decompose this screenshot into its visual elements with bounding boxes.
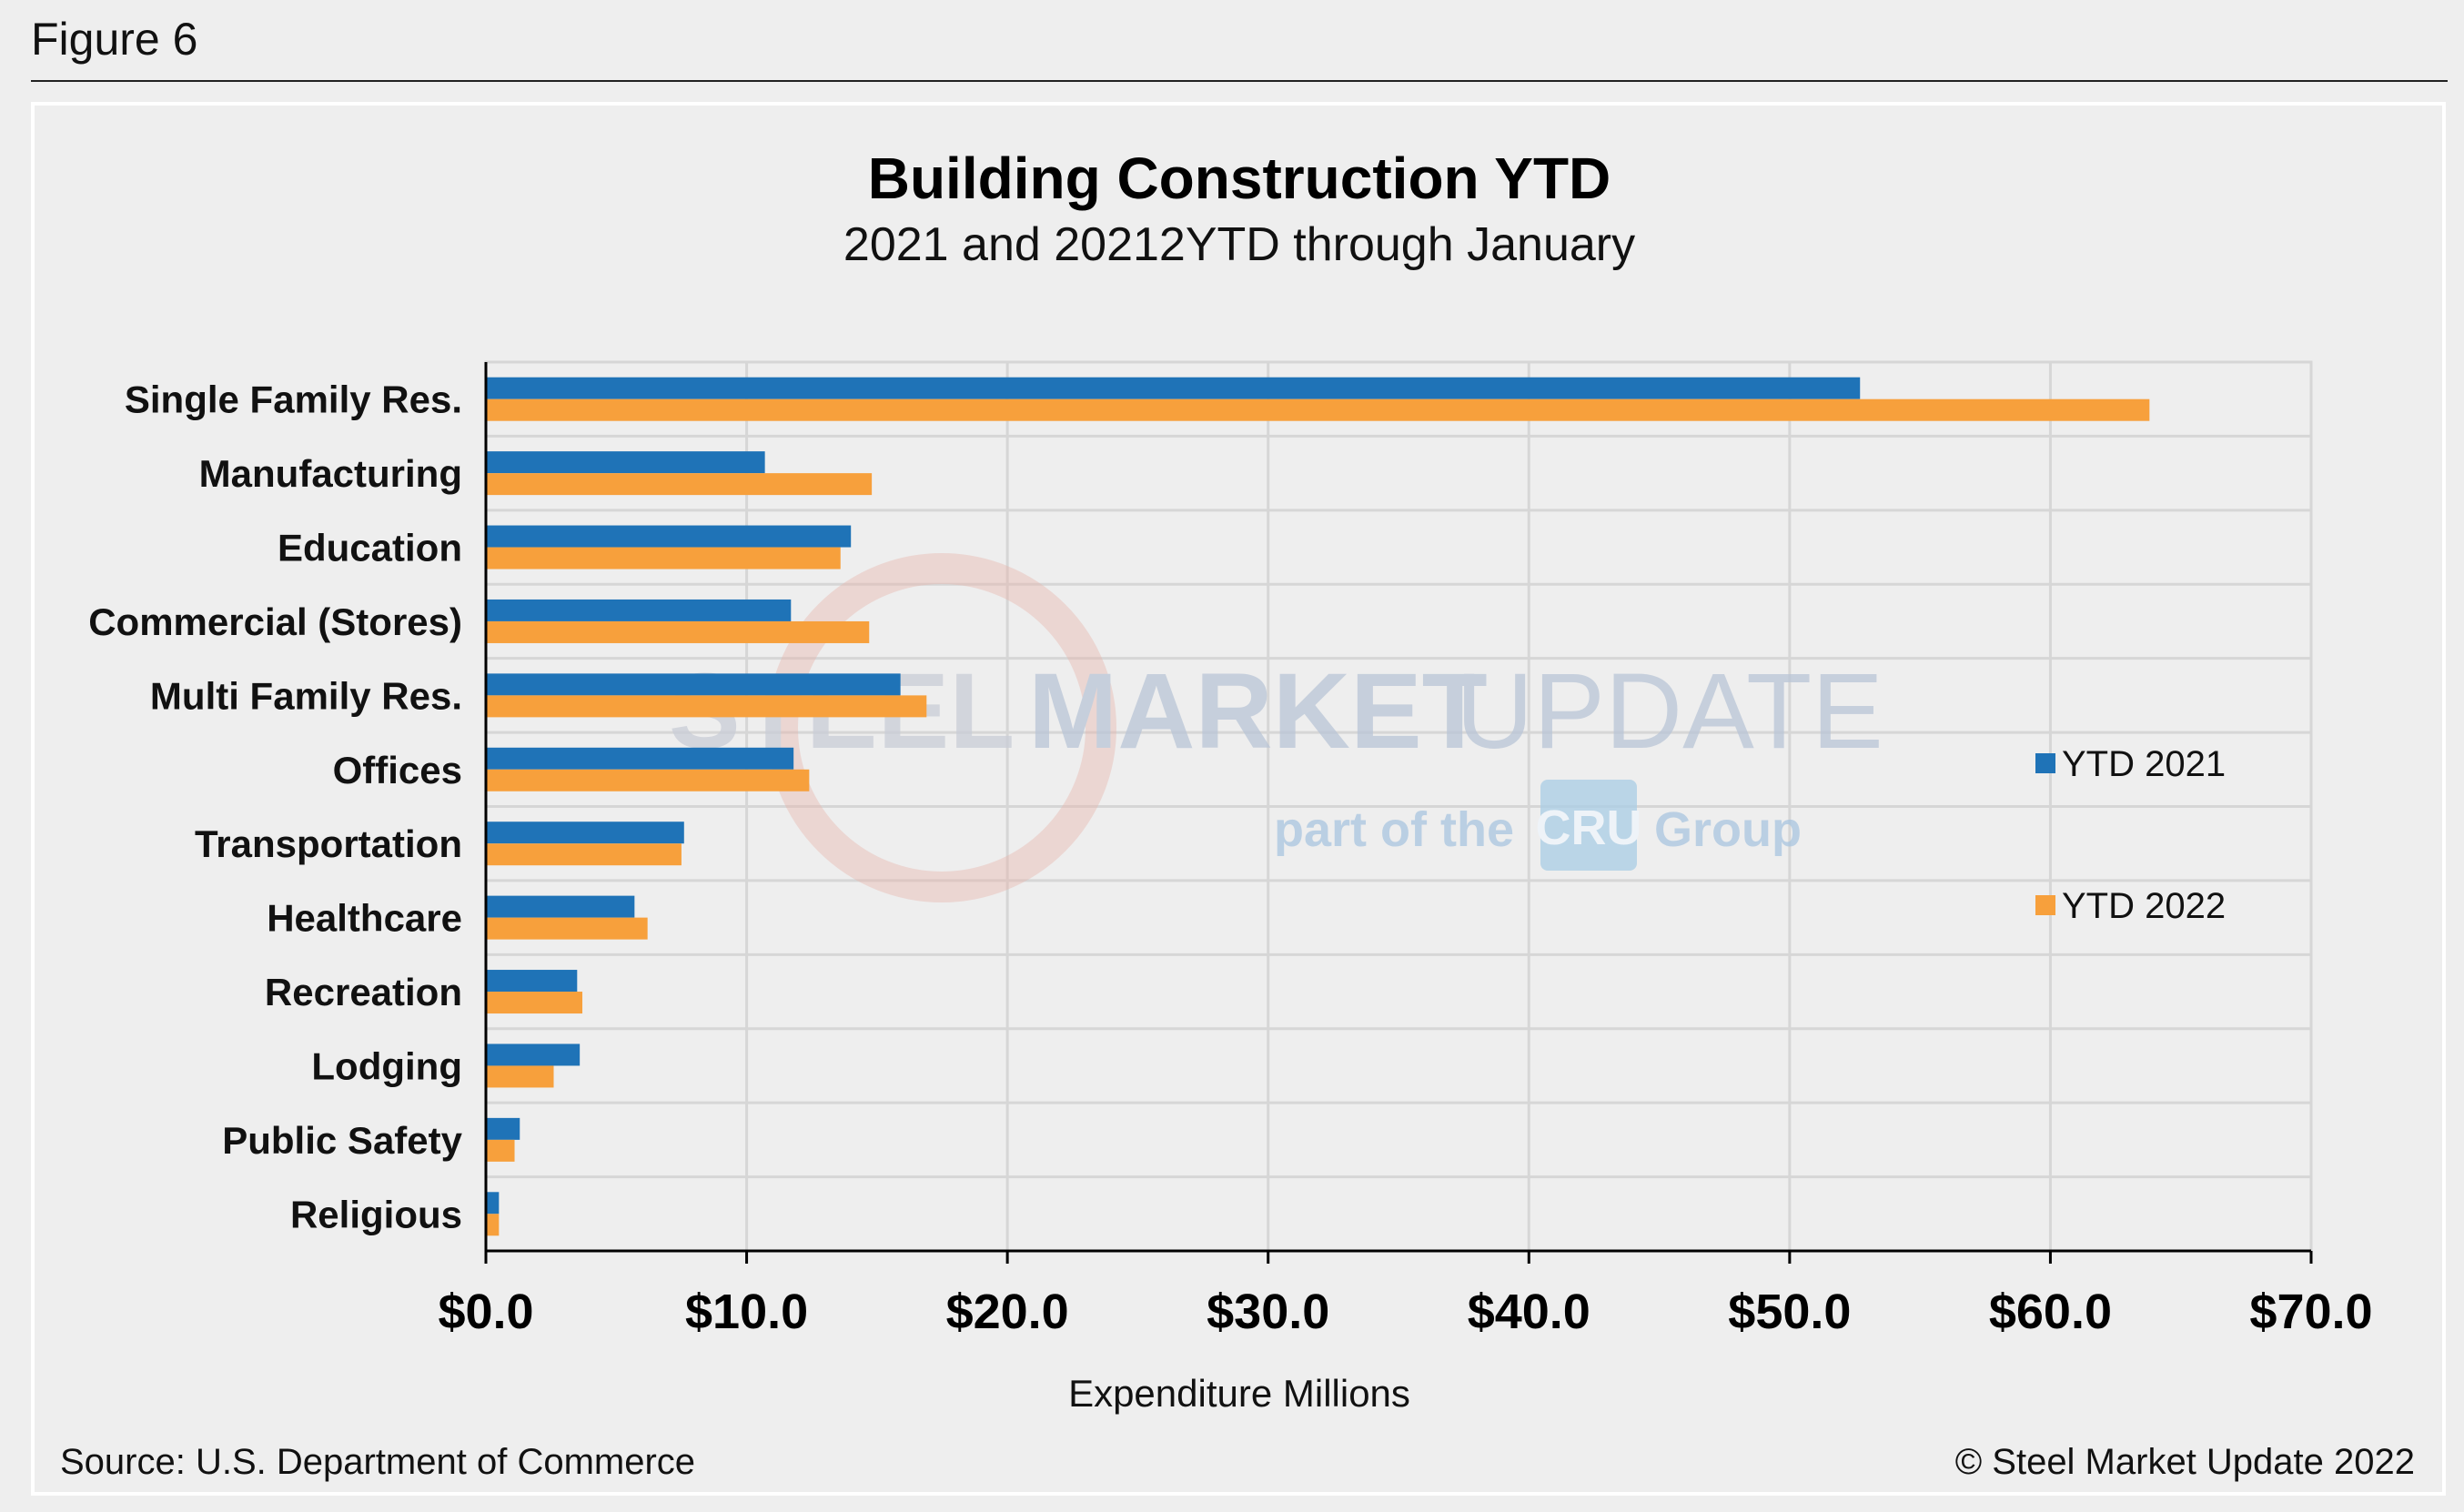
bar-recreation-ytd-2021 [486,970,578,993]
x-tick-label: $70.0 [2249,1285,2372,1339]
watermark-part-of-the: part of the [1274,802,1514,857]
bar-multi-family-res-ytd-2022 [486,695,927,718]
axes-layer [484,362,2313,1264]
bar-commercial-stores-ytd-2021 [486,599,792,621]
bar-healthcare-ytd-2022 [486,917,648,940]
bar-lodging-ytd-2022 [486,1065,554,1088]
category-label: Single Family Res. [125,378,462,421]
chart-subtitle: 2021 and 20212YTD through January [843,218,1635,271]
bar-education-ytd-2022 [486,547,841,570]
category-label: Public Safety [222,1119,462,1162]
bar-transportation-ytd-2022 [486,843,682,866]
category-label: Offices [333,749,462,791]
copyright-note: © Steel Market Update 2022 [1955,1442,2415,1482]
bar-transportation-ytd-2021 [486,822,684,844]
bar-offices-ytd-2022 [486,769,810,791]
bar-healthcare-ytd-2021 [486,895,635,918]
category-label: Recreation [265,971,462,1013]
watermark-group: Group [1654,802,1802,857]
legend-label-ytd-2022: YTD 2022 [2062,886,2226,926]
x-tick-label: $30.0 [1207,1285,1329,1339]
legend-swatch-ytd-2021 [2035,753,2055,773]
bar-public-safety-ytd-2021 [486,1117,520,1140]
category-labels: Single Family Res. Manufacturing Education… [88,378,462,1236]
category-label: Commercial (Stores) [88,600,462,643]
bar-offices-ytd-2021 [486,747,794,770]
x-tick-label: $40.0 [1468,1285,1590,1339]
legend: YTD 2021 YTD 2022 [2035,744,2226,926]
bar-education-ytd-2021 [486,525,852,548]
bar-religious-ytd-2022 [486,1214,500,1236]
chart-frame [31,102,2446,1496]
category-label: Lodging [311,1044,462,1087]
bars-layer [486,377,2150,1236]
watermark-update: UPDATE [1456,651,1883,771]
x-tick-label: $60.0 [1989,1285,2112,1339]
chart-title: Building Construction YTD [868,146,1611,211]
bar-manufacturing-ytd-2021 [486,451,765,474]
bar-single-family-res-ytd-2021 [486,377,1861,399]
bar-manufacturing-ytd-2022 [486,473,873,496]
bar-single-family-res-ytd-2022 [486,398,2150,421]
bar-recreation-ytd-2022 [486,992,583,1014]
bar-religious-ytd-2021 [486,1192,500,1215]
x-axis-title: Expenditure Millions [1068,1372,1410,1415]
x-tick-label: $50.0 [1728,1285,1851,1339]
category-label: Transportation [195,822,462,865]
category-label: Education [278,527,462,570]
x-tick-label: $0.0 [438,1285,533,1339]
tick-labels: $0.0 $10.0 $20.0 $30.0 $40.0 $50.0 $60.0 $70.0 [438,1285,2372,1339]
watermark-market: MARKET [1028,651,1488,771]
bar-multi-family-res-ytd-2021 [486,673,901,696]
figure-label: Figure 6 [31,14,198,65]
watermark-cru: CRU [1536,801,1642,855]
source-note: Source: U.S. Department of Commerce [60,1442,695,1482]
header-rule [31,80,2448,82]
watermark-ring [767,553,1116,902]
category-label: Religious [290,1193,462,1235]
watermark-cru-badge [1540,780,1637,871]
bar-lodging-ytd-2021 [486,1043,581,1066]
bar-commercial-stores-ytd-2022 [486,620,870,643]
category-label: Healthcare [267,897,462,940]
legend-label-ytd-2021: YTD 2021 [2062,744,2226,784]
legend-swatch-ytd-2022 [2035,895,2055,915]
category-label: Manufacturing [199,452,462,495]
category-label: Multi Family Res. [150,674,462,717]
bar-public-safety-ytd-2022 [486,1139,515,1162]
x-tick-label: $20.0 [946,1285,1069,1339]
x-tick-label: $10.0 [685,1285,808,1339]
grid-layer [484,360,2313,1253]
